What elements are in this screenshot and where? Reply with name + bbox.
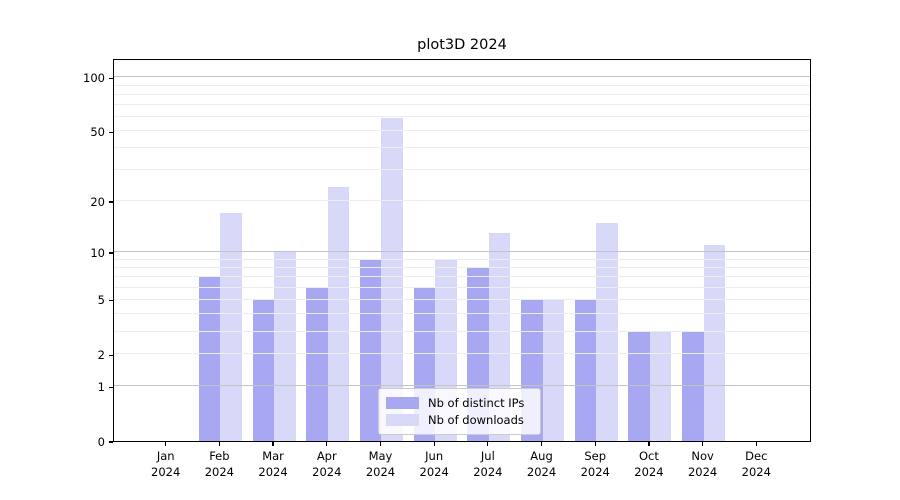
y-tick-mark (109, 300, 113, 302)
legend: Nb of distinct IPs Nb of downloads (378, 388, 541, 435)
y-tick-label: 1 (97, 379, 105, 394)
bar-mar-downloads (274, 252, 296, 441)
legend-item-downloads: Nb of downloads (386, 411, 533, 428)
major-gridline (114, 76, 810, 78)
legend-swatch-distinct-ips-icon (386, 396, 419, 409)
y-tick-label: 50 (90, 124, 105, 139)
y-tick-label: 10 (90, 245, 105, 260)
legend-swatch-downloads-icon (386, 413, 419, 426)
major-gridline (114, 385, 810, 387)
x-tick-label-apr: Apr 2024 (312, 449, 342, 479)
legend-item-distinct-ips: Nb of distinct IPs (386, 394, 533, 411)
x-tick-mark (272, 442, 274, 446)
x-tick-mark (218, 442, 220, 446)
x-tick-label-jul: Jul 2024 (473, 449, 503, 479)
bar-nov-downloads (703, 245, 726, 441)
y-tick-mark (109, 77, 113, 79)
bar-mar-distinct-ips (252, 299, 275, 441)
x-tick-mark (594, 442, 596, 446)
plot-area (113, 59, 811, 442)
y-tick-mark (109, 441, 113, 443)
minor-gridline (114, 313, 810, 315)
x-tick-label-sep: Sep 2024 (580, 449, 610, 479)
minor-gridline (114, 93, 810, 95)
x-tick-mark (326, 442, 328, 446)
minor-gridline (114, 116, 810, 118)
legend-label-distinct-ips: Nb of distinct IPs (428, 395, 525, 410)
y-tick-mark (109, 386, 113, 388)
bar-sep-downloads (596, 222, 618, 441)
x-tick-label-may: May 2024 (365, 449, 396, 479)
y-tick-label: 20 (90, 194, 105, 209)
x-tick-mark (165, 442, 167, 446)
bar-feb-distinct-ips (198, 277, 221, 441)
x-tick-label-aug: Aug 2024 (526, 449, 557, 479)
x-tick-label-nov: Nov 2024 (687, 449, 718, 479)
x-tick-mark (540, 442, 543, 446)
x-tick-mark (433, 442, 435, 446)
y-tick-mark (109, 201, 113, 203)
bar-may-distinct-ips (359, 259, 382, 441)
bar-sep-distinct-ips (574, 299, 597, 441)
y-tick-label: 5 (97, 293, 105, 308)
bar-apr-distinct-ips (306, 287, 328, 441)
x-tick-mark (648, 442, 650, 446)
legend-label-downloads: Nb of downloads (428, 412, 524, 427)
x-tick-label-feb: Feb 2024 (204, 449, 235, 479)
minor-gridline (114, 298, 810, 300)
y-tick-mark (109, 252, 113, 254)
minor-gridline (114, 169, 810, 171)
minor-gridline (114, 330, 810, 332)
minor-gridline (114, 130, 810, 132)
major-gridline (114, 251, 810, 253)
x-tick-mark (702, 442, 704, 446)
x-tick-label-dec: Dec 2024 (741, 449, 771, 479)
y-tick-mark (109, 354, 113, 357)
x-tick-label-jan: Jan 2024 (151, 449, 181, 479)
bar-may-downloads (381, 118, 403, 441)
minor-gridline (114, 276, 810, 278)
y-tick-mark (109, 131, 113, 133)
minor-gridline (114, 84, 810, 86)
x-tick-mark (487, 442, 489, 446)
minor-gridline (114, 200, 810, 202)
chart-title: plot3D 2024 (417, 37, 507, 53)
minor-gridline (114, 353, 810, 355)
bar-feb-downloads (220, 213, 242, 441)
x-tick-mark (755, 442, 757, 446)
minor-gridline (114, 266, 810, 268)
bar-aug-downloads (542, 299, 565, 441)
minor-gridline (114, 258, 810, 260)
x-tick-mark (379, 442, 382, 446)
x-tick-label-mar: Mar 2024 (258, 449, 288, 479)
x-tick-label-jun: Jun 2024 (419, 449, 449, 479)
minor-gridline (114, 286, 810, 288)
y-tick-label: 100 (83, 70, 105, 85)
y-tick-label: 0 (97, 434, 105, 449)
minor-gridline (114, 147, 810, 149)
minor-gridline (114, 104, 810, 106)
x-tick-label-oct: Oct 2024 (634, 449, 664, 479)
y-tick-label: 2 (97, 347, 105, 362)
